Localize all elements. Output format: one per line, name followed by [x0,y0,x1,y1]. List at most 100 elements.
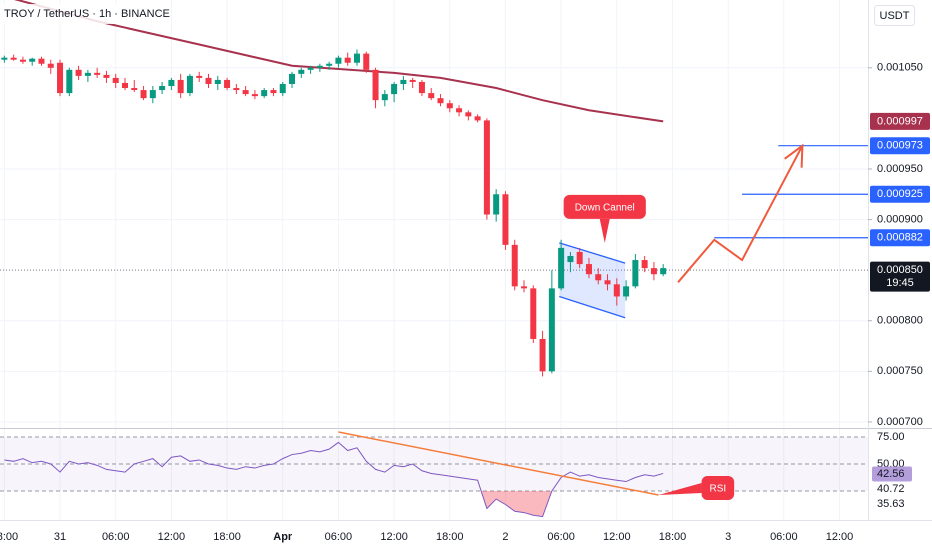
candle-body [57,62,64,94]
last-price-tag-countdown: 19:45 [886,277,914,289]
callout-text: Down Cannel [575,202,635,213]
candle-body [483,120,490,215]
x-tick-label: 12:00 [603,531,631,543]
channel-line [559,242,626,264]
candle-body [103,74,110,78]
callout-text: RSI [710,484,727,495]
candle-body [121,82,128,89]
candle-body [205,77,212,84]
candle-body [233,88,240,91]
candle-body [363,53,370,70]
candle-body [511,244,518,287]
candle-body [177,79,184,94]
x-tick-label: 2 [502,531,508,543]
candle-body [613,284,620,297]
candle-body [261,90,268,97]
plot-area: Down Cannel RSI [0,0,868,518]
candle-body [623,286,630,297]
candle-body [502,194,509,245]
level-price-tag: 0.000973 [877,140,923,152]
candle-body [29,58,36,62]
candle-body [456,108,463,113]
candle-body [391,83,398,95]
candle-body [112,77,119,83]
candle-body [595,274,602,281]
axes: 0.001050 0.000950 0.000900 0.000800 0.000750… [0,62,930,543]
candle-body [94,72,101,75]
y-tick-label: 0.000700 [877,416,923,428]
candle-body [641,260,648,269]
callout-pointer [599,218,610,243]
candle-body [279,83,286,94]
candle-body [530,288,537,339]
x-tick-label: 31 [54,531,66,543]
x-tick-label: 12:00 [158,531,186,543]
rsi-tag: 40.72 [877,483,905,495]
projection-path [677,145,804,283]
candle-body [428,93,435,99]
candle-body [140,90,147,99]
candle-body [307,67,314,70]
level-price-tag-bg [870,185,930,203]
candle-body [131,88,138,91]
x-tick-label: 18:00 [659,531,687,543]
candle-body [159,86,166,91]
candle-body [548,288,555,372]
candle-body [186,75,193,94]
callout-pointer [658,483,702,496]
candle-body [474,116,481,121]
candle-body [400,79,407,84]
candle-body [650,268,657,275]
x-tick-label: 06:00 [102,531,130,543]
callout-box [563,194,646,219]
candle-body [539,338,546,372]
rsi-tag: 42.56 [877,468,905,480]
candle-body [326,63,333,66]
moving-average [13,0,664,123]
currency-button[interactable] [874,5,915,26]
y-tick-label: 0.001050 [877,62,923,74]
candle-body [604,280,611,285]
candle-body [149,90,156,99]
candle-body [437,98,444,104]
candle-body [521,286,528,289]
rsi-tag: 35.63 [877,498,905,510]
rsi-tag-bg [872,496,912,512]
last-price-tag-bg [870,261,930,292]
candle-body [224,79,231,89]
level-price-tag-bg [870,229,930,247]
ma-price-tag-bg [870,112,930,130]
rsi-line [4,441,664,518]
y-tick-label: 0.000950 [877,163,923,175]
level-price-tag-bg [870,137,930,155]
candle-body [381,94,388,101]
candle-body [84,72,91,76]
x-tick-label: 12:00 [826,531,854,543]
x-tick-label: Apr [273,531,293,543]
candle-body [10,57,17,60]
rsi-oversold-fill [4,490,664,517]
candle-body [465,112,472,117]
candle-body [1,57,8,60]
y-tick-label: 0.000900 [877,213,923,225]
rsi-trendline [338,431,659,496]
channel-fill [559,242,626,318]
candle-body [372,69,379,101]
candle-body [38,58,45,64]
currency-button-label[interactable]: USDT [880,10,910,22]
x-tick-label: 18:00 [436,531,464,543]
candle-body [214,79,221,84]
candle-body [632,260,639,287]
candle-body [493,194,500,215]
x-tick-label: 3 [725,531,731,543]
x-tick-label: 18:00 [213,531,241,543]
candle-body [558,247,565,289]
level-price-tag: 0.000925 [877,188,923,200]
candle-body [66,69,73,94]
ma-price-tag: 0.000997 [877,115,923,127]
candle-body [418,81,425,94]
candle-body [298,69,305,74]
x-tick-label: 18:00 [0,531,18,543]
callout-box [701,476,735,501]
